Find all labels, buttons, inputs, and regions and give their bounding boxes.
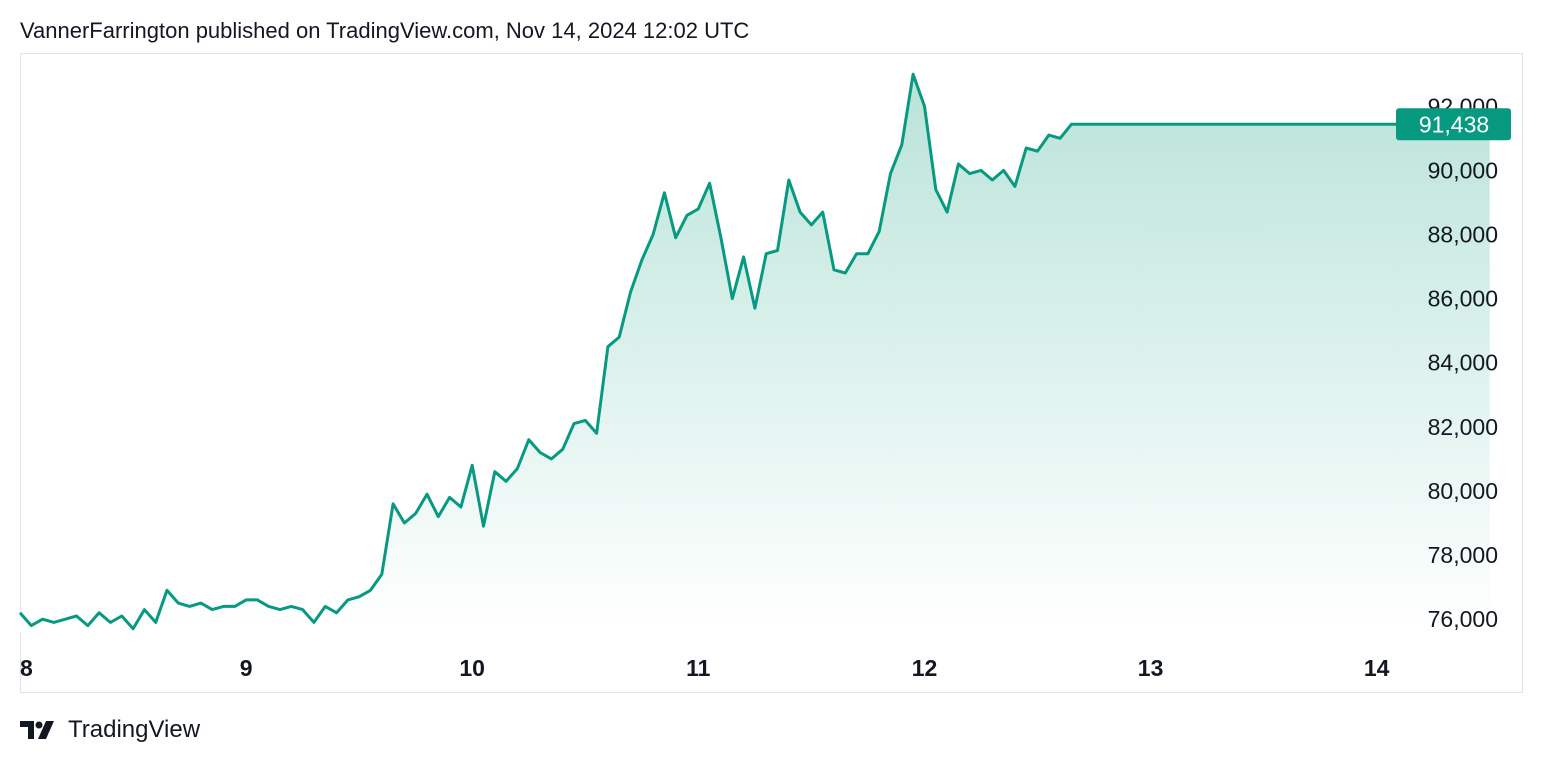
tradingview-logo-icon[interactable] xyxy=(20,719,60,741)
y-tick-label: 80,000 xyxy=(1428,478,1498,504)
last-price-label: 91,438 xyxy=(1419,111,1489,137)
x-tick-label: 10 xyxy=(459,655,485,681)
x-tick-label: 11 xyxy=(686,655,711,681)
x-tick-label: 9 xyxy=(240,655,253,681)
publisher-caption: VannerFarrington published on TradingVie… xyxy=(20,18,750,43)
y-tick-label: 82,000 xyxy=(1428,414,1498,440)
price-area-fill xyxy=(20,74,1490,632)
footer: TradingView xyxy=(20,716,200,744)
x-tick-label: 14 xyxy=(1364,655,1390,681)
last-price-badge xyxy=(1396,108,1511,141)
price-series-line[interactable] xyxy=(18,72,1490,631)
y-tick-label: 86,000 xyxy=(1428,286,1498,312)
x-tick-label: 12 xyxy=(912,655,938,681)
y-tick-label: 76,000 xyxy=(1428,606,1498,632)
x-tick-label: 8 xyxy=(20,655,33,681)
x-tick-label: 13 xyxy=(1138,655,1164,681)
brand-name[interactable]: TradingView xyxy=(68,716,201,743)
chart-frame[interactable] xyxy=(20,53,1523,693)
y-tick-label: 84,000 xyxy=(1428,350,1498,376)
y-tick-label: 88,000 xyxy=(1428,222,1498,248)
y-tick-label: 90,000 xyxy=(1428,157,1498,183)
y-tick-label: 78,000 xyxy=(1428,542,1498,568)
